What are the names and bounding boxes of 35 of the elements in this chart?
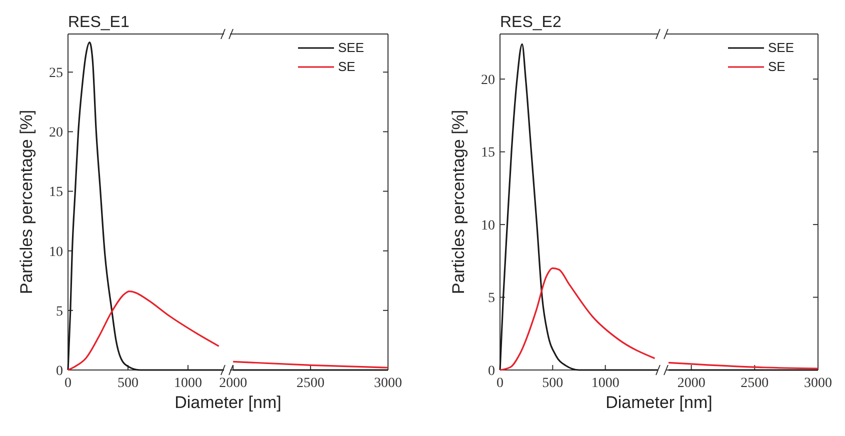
line-series xyxy=(499,43,659,371)
x-tick-label: 500 xyxy=(542,376,564,391)
legend-label: SE xyxy=(338,59,356,74)
x-tick-label: 2000 xyxy=(219,376,248,391)
x-tick-label: 2500 xyxy=(296,376,325,391)
y-tick-label: 20 xyxy=(481,72,495,88)
y-tick-label: 5 xyxy=(56,304,63,320)
y-tick-label: 5 xyxy=(488,291,495,306)
y-tick-label: 20 xyxy=(49,126,63,141)
y-axis-title: Particles percentage [%] xyxy=(17,110,36,294)
chart-title: RES_E1 xyxy=(68,14,130,31)
x-tick-label: 500 xyxy=(118,376,138,391)
y-tick-label: 0 xyxy=(488,364,495,379)
y-tick-label: 15 xyxy=(481,146,495,161)
legend-label: SEE xyxy=(338,40,364,55)
y-tick-label: 10 xyxy=(49,244,63,260)
x-axis-title: Diameter [nm] xyxy=(174,393,282,412)
line-series xyxy=(499,267,656,371)
y-tick-label: 10 xyxy=(481,218,495,234)
y-tick-label: 15 xyxy=(49,185,63,200)
x-tick-label: 3000 xyxy=(804,376,832,391)
y-tick-label: 25 xyxy=(49,66,63,82)
legend-label: SE xyxy=(768,59,786,74)
x-tick-label: 2000 xyxy=(677,376,706,391)
x-tick-label: 1000 xyxy=(174,376,202,391)
chart-title: RES_E2 xyxy=(500,14,562,31)
x-tick-label: 1000 xyxy=(591,376,620,391)
y-tick-label: 0 xyxy=(56,364,63,379)
line-series xyxy=(67,42,225,371)
legend-label: SEE xyxy=(768,40,794,55)
x-tick-label: 2500 xyxy=(740,376,769,391)
x-axis-title: Diameter [nm] xyxy=(606,393,712,412)
line-series xyxy=(67,290,220,371)
x-tick-label: 3000 xyxy=(374,376,402,391)
y-axis-title: Particles percentage [%] xyxy=(449,110,468,294)
